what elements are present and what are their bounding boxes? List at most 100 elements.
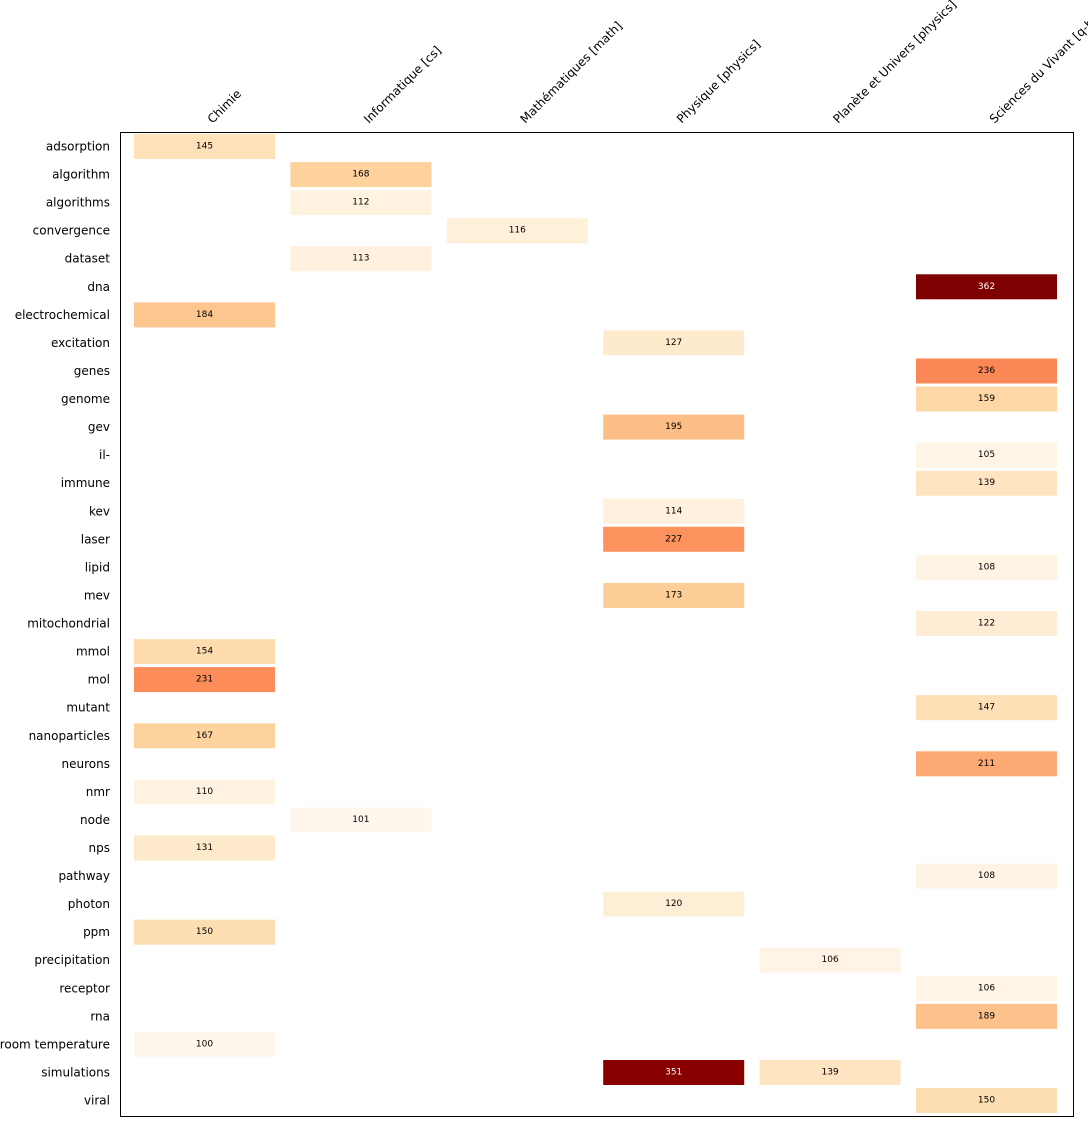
cell-value-receptor-sciences-du-vivant-q-bio: 106 [978,983,995,993]
row-label-adsorption: adsorption [46,140,110,154]
cell-value-algorithm-informatique-cs: 168 [352,170,369,180]
column-label-sciences-du-vivant-q-bio: Sciences du Vivant [q-bio] [987,5,1088,126]
column-labels: Chimie Informatique [cs] Mathématiques [ma… [205,0,1088,126]
row-label-receptor: receptor [59,981,110,995]
row-label-mmol: mmol [76,645,110,659]
cell-pathway-sciences-du-vivant-q-bio [916,863,1057,889]
row-label-lipid: lipid [85,560,110,574]
cell-mol-chimie [134,667,275,693]
cell-adsorption-chimie [134,134,275,159]
cell-mitochondrial-sciences-du-vivant-q-bio [916,611,1057,636]
cell-value-pathway-sciences-du-vivant-q-bio: 108 [978,871,995,881]
cell-lipid-sciences-du-vivant-q-bio [916,554,1057,580]
row-label-electrochemical: electrochemical [15,308,110,322]
cell-dna-sciences-du-vivant-q-bio [916,274,1057,300]
cell-mutant-sciences-du-vivant-q-bio [916,695,1057,721]
row-label-photon: photon [68,897,110,911]
cell-value-photon-physique-physics: 120 [665,899,682,909]
cell-value-neurons-sciences-du-vivant-q-bio: 211 [978,759,995,769]
row-label-mutant: mutant [66,701,110,715]
row-label-genome: genome [61,392,110,406]
row-label-node: node [80,813,110,827]
cell-value-il-sciences-du-vivant-q-bio: 105 [978,450,995,460]
cell-viral-sciences-du-vivant-q-bio [916,1088,1057,1113]
cell-value-dna-sciences-du-vivant-q-bio: 362 [978,282,995,292]
column-label-chimie: Chimie [205,87,244,126]
row-label-il: il- [99,448,110,462]
cell-value-node-informatique-cs: 101 [352,815,369,825]
cell-value-dataset-informatique-cs: 113 [352,254,369,264]
row-label-genes: genes [74,364,110,378]
row-label-nmr: nmr [86,785,110,799]
cell-rna-sciences-du-vivant-q-bio [916,1003,1057,1029]
row-label-viral: viral [84,1094,110,1108]
cell-nanoparticles-chimie [134,723,275,749]
cell-value-room-temperature-chimie: 100 [196,1039,213,1049]
cell-value-mev-physique-physics: 173 [665,591,682,601]
cell-algorithms-informatique-cs [290,190,432,216]
cell-gev-physique-physics [603,414,745,440]
cell-genome-sciences-du-vivant-q-bio [916,386,1057,412]
cell-value-viral-sciences-du-vivant-q-bio: 150 [978,1096,995,1106]
cell-value-nmr-chimie: 110 [196,787,213,797]
row-label-convergence: convergence [33,224,110,238]
cell-simulations-plan-te-et-univers-physics [759,1060,901,1085]
cell-value-genome-sciences-du-vivant-q-bio: 159 [978,394,995,404]
cell-kev-physique-physics [603,498,745,524]
cell-neurons-sciences-du-vivant-q-bio [916,751,1057,777]
row-label-rna: rna [90,1009,110,1023]
row-label-kev: kev [89,504,110,518]
cell-mev-physique-physics [603,583,745,608]
cell-il-sciences-du-vivant-q-bio [916,442,1057,468]
cell-value-excitation-physique-physics: 127 [665,338,682,348]
cell-node-informatique-cs [290,807,432,833]
row-label-nps: nps [89,841,110,855]
cell-value-mutant-sciences-du-vivant-q-bio: 147 [978,703,995,713]
cell-convergence-math-matiques-math [446,218,588,244]
row-label-immune: immune [61,476,110,490]
cell-value-laser-physique-physics: 227 [665,534,682,544]
cell-value-gev-physique-physics: 195 [665,422,682,432]
cell-dataset-informatique-cs [290,246,432,272]
cell-algorithm-informatique-cs [290,162,432,188]
cell-value-precipitation-plan-te-et-univers-physics: 106 [822,955,839,965]
cell-electrochemical-chimie [134,302,275,328]
plot-frame [120,132,1074,1117]
column-label-plan-te-et-univers-physics: Planète et Univers [physics] [830,0,959,126]
row-label-dna: dna [87,280,110,294]
cell-value-rna-sciences-du-vivant-q-bio: 189 [978,1011,995,1021]
row-label-mev: mev [84,588,110,602]
row-label-mol: mol [88,673,110,687]
cell-value-adsorption-chimie: 145 [196,142,213,152]
row-label-precipitation: precipitation [34,953,110,967]
column-label-math-matiques-math: Mathématiques [math] [518,19,625,126]
cell-value-ppm-chimie: 150 [196,927,213,937]
cell-value-genes-sciences-du-vivant-q-bio: 236 [978,366,995,376]
row-label-laser: laser [81,532,110,546]
column-label-physique-physics: Physique [physics] [674,37,763,126]
cell-value-kev-physique-physics: 114 [665,506,682,516]
cell-photon-physique-physics [603,891,745,917]
row-label-dataset: dataset [65,252,111,266]
cell-mmol-chimie [134,639,275,665]
row-labels: adsorption algorithm algorithms convergence… [0,140,110,1108]
cell-room-temperature-chimie [134,1031,275,1057]
cell-value-simulations-plan-te-et-univers-physics: 139 [822,1068,839,1078]
cell-value-immune-sciences-du-vivant-q-bio: 139 [978,478,995,488]
cell-value-mitochondrial-sciences-du-vivant-q-bio: 122 [978,619,995,629]
row-label-room-temperature: room temperature [0,1037,110,1051]
row-label-nanoparticles: nanoparticles [29,729,110,743]
row-label-neurons: neurons [62,757,110,771]
row-label-algorithm: algorithm [52,168,110,182]
cell-value-mol-chimie: 231 [196,675,213,685]
row-label-simulations: simulations [41,1065,110,1079]
cell-immune-sciences-du-vivant-q-bio [916,470,1057,496]
row-label-excitation: excitation [51,336,110,350]
cell-precipitation-plan-te-et-univers-physics [759,947,901,973]
row-label-pathway: pathway [58,869,110,883]
cell-excitation-physique-physics [603,330,745,356]
cell-receptor-sciences-du-vivant-q-bio [916,975,1057,1001]
cell-value-simulations-physique-physics: 351 [665,1068,682,1078]
cell-value-lipid-sciences-du-vivant-q-bio: 108 [978,562,995,572]
